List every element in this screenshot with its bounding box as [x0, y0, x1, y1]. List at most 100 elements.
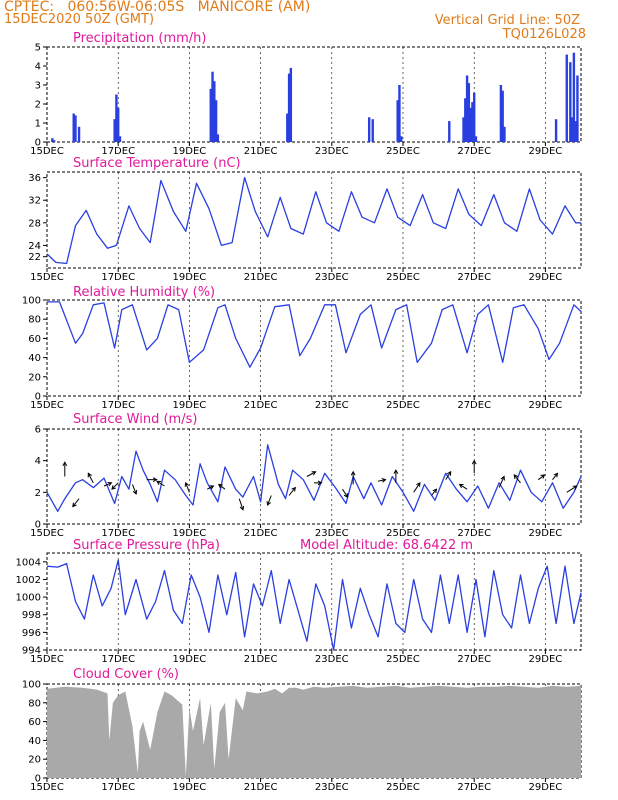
- cloud-ytick-label: 40: [28, 736, 41, 747]
- precip-bar: [400, 136, 403, 142]
- wind-arrow: [72, 498, 80, 507]
- rh-frame: [46, 299, 582, 397]
- wind-arrow: [306, 471, 316, 477]
- cloud-xtick-label: 29DEC: [529, 782, 563, 793]
- precip-bar: [216, 134, 220, 142]
- wind-arrow-head: [317, 480, 323, 486]
- wind-arrow: [552, 473, 558, 480]
- rh-xtick-label: 23DEC: [315, 400, 349, 411]
- temp-ytick-label: 28: [28, 218, 41, 229]
- wind-arrow-head: [217, 483, 223, 489]
- pres-ytick-label: 1000: [16, 593, 41, 604]
- rh-xtick-label: 17DEC: [101, 400, 135, 411]
- precip-bar: [464, 98, 467, 142]
- pres-series-line: [46, 559, 582, 651]
- wind-arrow: [103, 482, 112, 487]
- temp-xtick-label: 25DEC: [386, 272, 420, 283]
- precip-xtick-label: 15DEC: [30, 146, 64, 157]
- wind-arrow: [238, 498, 244, 510]
- rh-ytick-label: 20: [28, 372, 41, 383]
- wind-title: Surface Wind (m/s): [73, 412, 197, 427]
- wind-xtick-label: 17DEC: [101, 528, 135, 539]
- temp-xtick-label: 21DEC: [244, 272, 278, 283]
- precip-bar: [115, 94, 118, 142]
- precip-bar: [52, 140, 56, 142]
- rh-xtick-label: 29DEC: [529, 400, 563, 411]
- wind-arrow-head: [62, 461, 68, 467]
- header-grid-note: Vertical Grid Line: 50Z: [434, 13, 580, 28]
- precip-xtick-label: 29DEC: [529, 146, 563, 157]
- wind-ytick-label: 4: [35, 456, 41, 467]
- rh-xtick-label: 15DEC: [30, 400, 64, 411]
- precip-ytick-label: 1: [35, 119, 41, 130]
- precip-xtick-label: 21DEC: [244, 146, 278, 157]
- precip-bar: [469, 107, 472, 142]
- wind-arrow-head: [572, 485, 578, 490]
- wind-arrow: [131, 484, 137, 495]
- pres-ytick-label: 1004: [16, 557, 41, 568]
- wind-arrow: [413, 482, 421, 493]
- temp-xtick-label: 17DEC: [101, 272, 135, 283]
- precip-ytick-label: 5: [35, 43, 41, 54]
- rh-xtick-label: 25DEC: [386, 400, 420, 411]
- precip-bar: [574, 121, 577, 142]
- cloud-xtick-label: 27DEC: [457, 782, 491, 793]
- wind-series-line: [46, 444, 582, 512]
- temp-xtick-label: 23DEC: [315, 272, 349, 283]
- precip-bar: [465, 75, 469, 142]
- wind-arrow-head: [458, 483, 464, 489]
- precip-bar: [287, 73, 291, 142]
- precip-xtick-label: 23DEC: [315, 146, 349, 157]
- precip-bar: [74, 115, 77, 142]
- wind-arrow-head: [107, 481, 113, 487]
- wind-xtick-label: 23DEC: [315, 528, 349, 539]
- precip-bar: [117, 107, 120, 142]
- wind-arrow: [498, 476, 505, 488]
- temp-xtick-label: 27DEC: [457, 272, 491, 283]
- rh-xtick-label: 21DEC: [244, 400, 278, 411]
- temp-xtick-label: 29DEC: [529, 272, 563, 283]
- precip-bar: [118, 136, 122, 142]
- precip-bar: [499, 85, 503, 142]
- rh-xtick-label: 19DEC: [173, 400, 207, 411]
- cloud-area: [47, 685, 581, 778]
- wind-frame: [46, 428, 582, 525]
- precip-bar: [572, 52, 576, 143]
- pres-xtick-label: 25DEC: [386, 654, 420, 665]
- precip-bar: [286, 113, 289, 142]
- header-code: TQ0126L028: [502, 27, 586, 42]
- pres-xtick-label: 19DEC: [173, 654, 207, 665]
- cloud-xtick-label: 25DEC: [386, 782, 420, 793]
- wind-arrow: [218, 484, 226, 490]
- precip-title: Precipitation (mm/h): [73, 31, 206, 46]
- wind-arrow-head: [416, 481, 421, 487]
- wind-arrow-head: [553, 472, 559, 478]
- cloud-xtick-label: 21DEC: [244, 782, 278, 793]
- rh-ytick-label: 100: [22, 296, 41, 307]
- precip-bar: [214, 100, 218, 142]
- wind-arrow-head: [540, 474, 546, 479]
- precip-ytick-label: 4: [35, 62, 41, 73]
- pres-ytick-label: 1002: [16, 575, 41, 586]
- precip-bar: [467, 83, 471, 142]
- wind-arrow: [267, 495, 272, 506]
- wind-arrow-head: [87, 472, 92, 478]
- wind-arrow-head: [513, 474, 519, 479]
- temp-frame: [46, 171, 582, 269]
- cloud-ytick-label: 20: [28, 755, 41, 766]
- rh-ytick-label: 60: [28, 334, 41, 345]
- temp-series-line: [46, 176, 581, 265]
- wind-arrow-head: [239, 505, 245, 511]
- wind-arrow-head: [152, 477, 158, 483]
- wind-arrow: [342, 488, 348, 498]
- wind-ytick-label: 0: [35, 520, 41, 531]
- pres-xtick-label: 23DEC: [315, 654, 349, 665]
- wind-xtick-label: 19DEC: [173, 528, 207, 539]
- cloud-ytick-label: 80: [28, 698, 41, 709]
- wind-arrow-head: [132, 489, 138, 495]
- precip-bar: [576, 75, 579, 142]
- wind-arrow: [185, 482, 190, 493]
- wind-arrow-head: [209, 485, 215, 490]
- precip-bar: [398, 85, 401, 142]
- wind-arrow-head: [111, 485, 116, 490]
